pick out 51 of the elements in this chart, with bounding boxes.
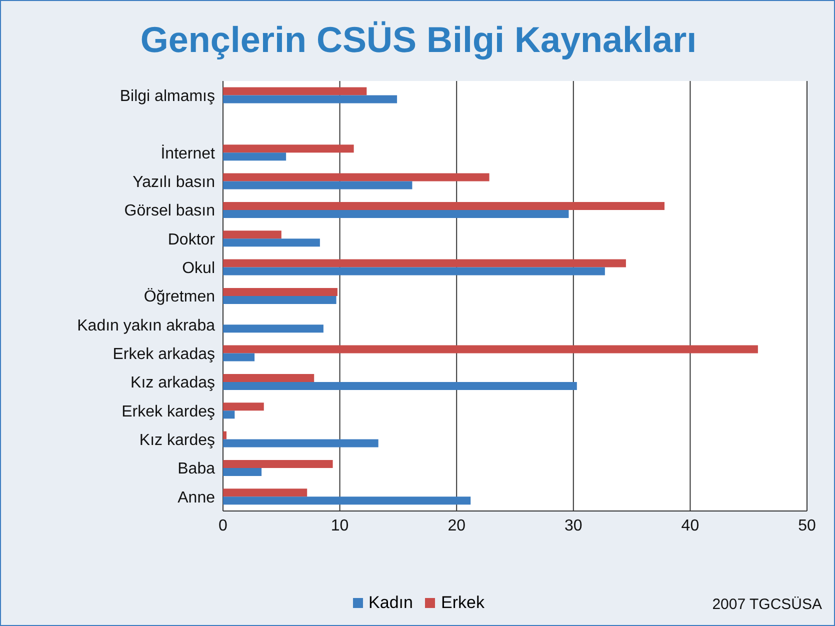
bar — [223, 259, 626, 268]
bar — [223, 210, 569, 218]
x-tick-label: 20 — [448, 517, 466, 534]
bar — [223, 402, 264, 411]
bar — [223, 173, 490, 182]
chart-title: Gençlerin CSÜS Bilgi Kaynakları — [139, 19, 698, 61]
x-tick-label: 40 — [681, 517, 700, 534]
bar — [223, 431, 227, 440]
bar — [223, 468, 262, 476]
bar — [223, 202, 665, 210]
bar — [223, 382, 577, 390]
y-tick-label: Baba — [178, 460, 216, 478]
y-tick-label: Bilgi almamış — [120, 88, 215, 106]
y-tick-label: İnternet — [160, 144, 216, 162]
bar — [223, 410, 235, 419]
bar — [223, 296, 336, 304]
y-tick-label: Erkek kardeş — [122, 403, 215, 420]
y-tick-label: Kız arkadaş — [130, 374, 215, 392]
bar — [223, 324, 324, 333]
bar — [223, 374, 314, 382]
y-tick-label: Okul — [182, 260, 215, 278]
y-tick-label: Yazılı basın — [132, 174, 215, 192]
bar — [223, 95, 398, 104]
bar — [223, 439, 378, 448]
x-tick-label: 30 — [564, 517, 582, 534]
text: 2007 TGCSÜSA — [712, 596, 822, 613]
y-tick-label: Erkek arkadaş — [112, 346, 215, 364]
bar — [223, 353, 255, 362]
bar — [223, 460, 333, 468]
x-tick-label: 10 — [330, 517, 349, 534]
y-tick-label: Kadın yakın akraba — [77, 317, 216, 334]
legend-label: Kadın — [368, 593, 413, 613]
bar — [223, 345, 758, 354]
bar — [223, 488, 308, 497]
y-tick-label: Doktor — [168, 231, 216, 248]
legend-label: Erkek — [440, 593, 484, 613]
bar — [223, 181, 412, 190]
bar — [223, 238, 320, 247]
y-tick-label: Anne — [178, 489, 216, 506]
y-tick-label: Öğretmen — [144, 288, 215, 306]
y-tick-label: Kız kardeş — [139, 432, 215, 450]
bar — [223, 288, 338, 296]
x-tick-label: 0 — [218, 517, 228, 534]
y-tick-label: Görsel basın — [124, 202, 215, 220]
bar — [223, 87, 367, 96]
bar — [223, 152, 286, 161]
bar — [223, 230, 282, 239]
bar — [223, 496, 471, 505]
bar — [223, 144, 354, 153]
x-tick-label: 50 — [798, 517, 816, 534]
bar — [223, 267, 605, 276]
